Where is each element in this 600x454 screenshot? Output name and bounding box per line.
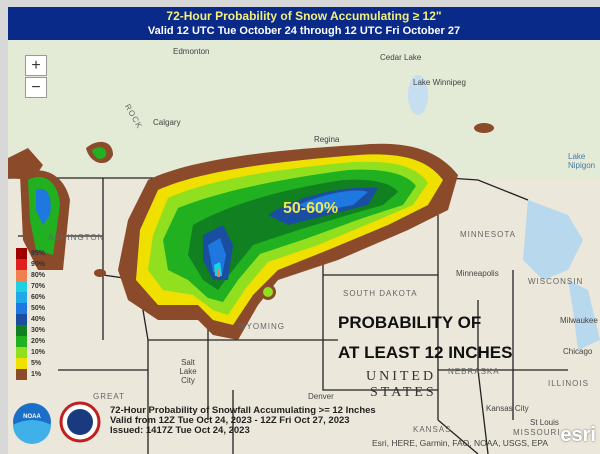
legend-label: 20% bbox=[31, 338, 46, 345]
legend-swatch bbox=[16, 369, 27, 380]
legend-swatch bbox=[16, 292, 27, 303]
zoom-out-button[interactable]: − bbox=[25, 77, 47, 98]
state-missouri: MISSOURI bbox=[513, 428, 561, 437]
attribution[interactable]: Esri, HERE, Garmin, FAO, NOAA, USGS, EPA bbox=[371, 438, 548, 448]
product-info: 72-Hour Probability of Snowfall Accumula… bbox=[110, 406, 376, 436]
legend-item: 80% bbox=[16, 270, 66, 281]
state-south-dakota: SOUTH DAKOTA bbox=[343, 289, 418, 298]
esri-logo: esri bbox=[560, 424, 596, 446]
place-minneapolis: Minneapolis bbox=[456, 269, 499, 278]
legend-swatch bbox=[16, 281, 27, 292]
legend-item: 70% bbox=[16, 281, 66, 292]
zoom-in-button[interactable]: + bbox=[25, 55, 47, 76]
legend-label: 70% bbox=[31, 283, 46, 290]
map-canvas[interactable]: NOAA Edmonton Cedar Lake Lake Winnipeg C… bbox=[8, 40, 600, 454]
state-minnesota: MINNESOTA bbox=[460, 230, 516, 239]
legend-label: 1% bbox=[31, 371, 42, 378]
place-lake-nipigon: Lake Nipigon bbox=[568, 152, 596, 170]
legend-label: 60% bbox=[31, 294, 46, 301]
legend-swatch bbox=[16, 358, 27, 369]
info-title: 72-Hour Probability of Snowfall Accumula… bbox=[110, 405, 376, 416]
legend-item: 1% bbox=[16, 369, 66, 380]
state-washington: ASHINGTON bbox=[48, 233, 105, 242]
legend-item: 60% bbox=[16, 292, 66, 303]
state-wyoming: WYOMING bbox=[238, 322, 285, 331]
state-illinois: ILLINOIS bbox=[548, 379, 589, 388]
legend-label: 40% bbox=[31, 316, 46, 323]
legend-item: 90% bbox=[16, 259, 66, 270]
legend-item: 40% bbox=[16, 314, 66, 325]
legend-label: 80% bbox=[31, 272, 46, 279]
legend-item: 5% bbox=[16, 358, 66, 369]
legend-label: 90% bbox=[31, 261, 46, 268]
info-issued: Issued: 1417Z Tue Oct 24, 2023 bbox=[110, 425, 250, 436]
place-st-louis: St Louis bbox=[530, 418, 559, 427]
map-header: 72-Hour Probability of Snow Accumulating… bbox=[8, 7, 600, 40]
lake-superior bbox=[523, 200, 583, 280]
place-lake-winnipeg: Lake Winnipeg bbox=[413, 78, 466, 87]
label-great: GREAT bbox=[93, 392, 125, 401]
legend-item: 20% bbox=[16, 336, 66, 347]
legend-item: 50% bbox=[16, 303, 66, 314]
map-title: 72-Hour Probability of Snow Accumulating… bbox=[166, 9, 442, 23]
state-kansas: KANSAS bbox=[413, 425, 452, 434]
place-regina: Regina bbox=[314, 135, 340, 144]
state-nebraska: NEBRASKA bbox=[448, 367, 500, 376]
legend-label: 10% bbox=[31, 349, 46, 356]
legend-label: 95% bbox=[31, 250, 46, 257]
noaa-logo-text: NOAA bbox=[23, 414, 41, 420]
nws-logo bbox=[59, 401, 101, 443]
label-united: UNITED bbox=[366, 369, 437, 384]
canada-terrain bbox=[8, 40, 600, 180]
legend: 95% 90% 80% 70% 60% 50% 40% 30% 20% 10% 5% 1% bbox=[16, 248, 66, 380]
place-calgary: Calgary bbox=[153, 118, 181, 127]
place-edmonton: Edmonton bbox=[173, 47, 210, 56]
label-states: STATES bbox=[370, 385, 437, 400]
annotation-line2: AT LEAST 12 INCHES bbox=[338, 343, 513, 362]
lake-michigan bbox=[568, 280, 600, 350]
place-chicago: Chicago bbox=[563, 347, 593, 356]
place-denver: Denver bbox=[308, 392, 334, 401]
place-cedar-lake: Cedar Lake bbox=[380, 53, 422, 62]
state-wisconsin: WISCONSIN bbox=[528, 277, 584, 286]
legend-swatch bbox=[16, 248, 27, 259]
noaa-logo: NOAA bbox=[13, 403, 51, 444]
legend-swatch bbox=[16, 314, 27, 325]
legend-item: 30% bbox=[16, 325, 66, 336]
map-graphics: NOAA bbox=[8, 40, 600, 454]
legend-swatch bbox=[16, 270, 27, 281]
legend-item: 95% bbox=[16, 248, 66, 259]
probability-contours bbox=[8, 123, 494, 340]
legend-swatch bbox=[16, 303, 27, 314]
legend-label: 50% bbox=[31, 305, 46, 312]
annotation-line1: PROBABILITY OF bbox=[338, 313, 482, 332]
legend-swatch bbox=[16, 336, 27, 347]
legend-label: 30% bbox=[31, 327, 46, 334]
legend-swatch bbox=[16, 259, 27, 270]
annotation-peak: 50-60% bbox=[283, 200, 339, 217]
place-kansas-city: Kansas City bbox=[486, 404, 529, 413]
lake-winnipeg-shape bbox=[408, 75, 428, 115]
place-milwaukee: Milwaukee bbox=[560, 316, 598, 325]
legend-swatch bbox=[16, 347, 27, 358]
info-valid: Valid from 12Z Tue Oct 24, 2023 - 12Z Fr… bbox=[110, 415, 350, 426]
place-salt-lake-city: Salt Lake City bbox=[179, 358, 197, 385]
map-subtitle: Valid 12 UTC Tue October 24 through 12 U… bbox=[147, 25, 461, 37]
legend-label: 5% bbox=[31, 360, 42, 367]
legend-item: 10% bbox=[16, 347, 66, 358]
legend-swatch bbox=[16, 325, 27, 336]
